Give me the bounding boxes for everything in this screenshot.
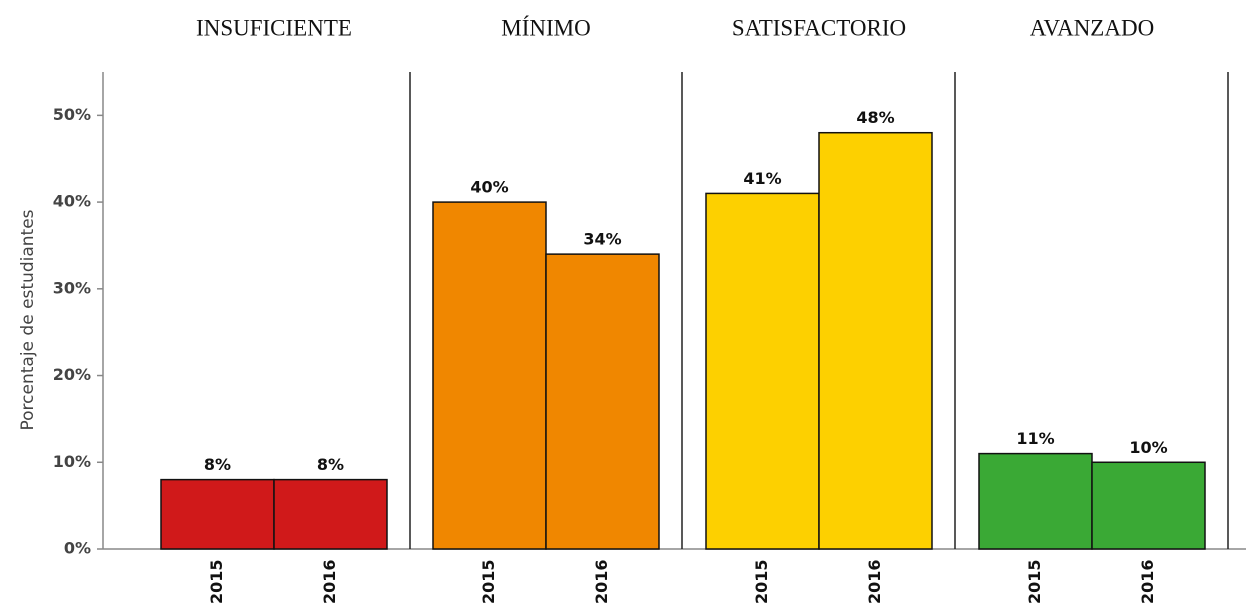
bar: [160, 478, 275, 550]
y-tick-label: 0%: [64, 539, 91, 558]
x-tick-label: 2015: [207, 559, 226, 604]
panel-title: AVANZADO: [1030, 15, 1154, 40]
x-tick-label: 2015: [479, 559, 498, 604]
bar: [273, 478, 388, 550]
y-tick-label: 50%: [53, 105, 91, 124]
y-tick-label: 10%: [53, 452, 91, 471]
bar: [818, 131, 933, 550]
value-label: 8%: [204, 455, 231, 474]
x-tick-label: 2015: [1025, 559, 1044, 604]
bar: [432, 201, 547, 550]
value-label: 10%: [1129, 438, 1167, 457]
x-tick-label: 2016: [865, 559, 884, 604]
value-label: 11%: [1016, 429, 1054, 448]
panel-title: INSUFICIENTE: [196, 15, 352, 40]
panel-title: MÍNIMO: [501, 15, 590, 40]
bar: [545, 253, 660, 550]
value-label: 34%: [583, 230, 621, 249]
y-axis-label: Porcentaje de estudiantes: [18, 209, 38, 430]
x-tick-label: 2016: [320, 559, 339, 604]
x-tick-label: 2016: [1138, 559, 1157, 604]
bar: [978, 452, 1093, 550]
y-tick-label: 40%: [53, 192, 91, 211]
value-label: 8%: [317, 455, 344, 474]
y-tick-label: 20%: [53, 365, 91, 384]
y-tick-label: 30%: [53, 278, 91, 297]
panel-title: SATISFACTORIO: [732, 15, 906, 40]
x-tick-label: 2016: [592, 559, 611, 604]
value-label: 48%: [856, 108, 894, 127]
bar: [705, 192, 820, 550]
bar: [1091, 461, 1206, 550]
value-label: 40%: [470, 178, 508, 197]
x-tick-label: 2015: [752, 559, 771, 604]
value-label: 41%: [743, 169, 781, 188]
